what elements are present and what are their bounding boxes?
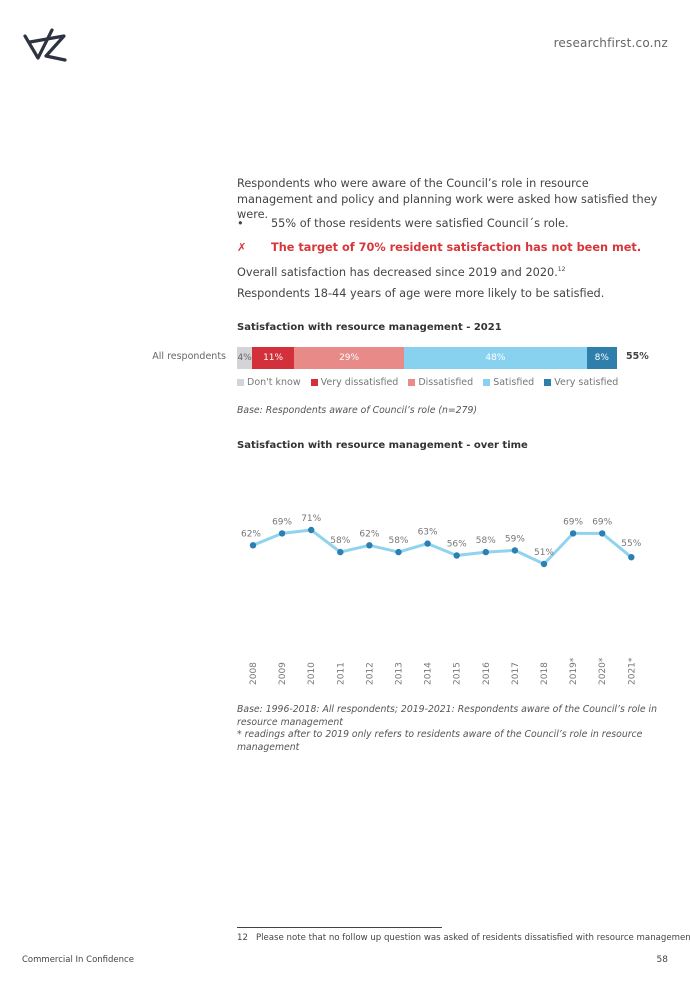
site-url: researchfirst.co.nz xyxy=(553,36,668,50)
data-label: 63% xyxy=(418,528,438,538)
data-point xyxy=(599,530,606,537)
data-label: 69% xyxy=(563,517,583,527)
data-label: 59% xyxy=(505,534,525,544)
x-tick-label: 2009 xyxy=(278,662,288,685)
legend-swatch xyxy=(237,379,244,386)
data-point xyxy=(569,530,577,537)
line-chart: 62% 2008 69% 2009 71% 2010 58% 2011 62% 2012 58% 20… xyxy=(241,514,642,685)
bar-segment-very-satisfied: 8% xyxy=(586,347,617,369)
stacked-bar: 4% 11% 29% 48% 8% xyxy=(237,347,617,369)
line-chart-base-note: Base: 1996-2018: All respondents; 2019-2… xyxy=(237,704,658,728)
data-point xyxy=(628,554,635,561)
data-point xyxy=(337,548,344,556)
bar-segment-dissatisfied: 29% xyxy=(294,347,405,369)
bar-legend: Don't know Very dissatisfied Dissatisfied S… xyxy=(237,377,657,388)
data-point xyxy=(308,526,315,534)
legend-swatch xyxy=(310,379,318,386)
footnote: 12 Please note that no follow up question… xyxy=(237,933,690,943)
legend-item: Very dissatisfied xyxy=(310,377,399,388)
overall-paragraph: Overall satisfaction has decreased since… xyxy=(237,262,667,280)
data-label: 58% xyxy=(476,536,496,546)
bar-segment-very-dissatisfied: 11% xyxy=(252,347,294,369)
legend-item: Don't know xyxy=(237,377,301,388)
line-chart-title: Satisfaction with resource management - … xyxy=(237,440,528,451)
footnote-text: Please note that no follow up question w… xyxy=(255,933,690,943)
data-point xyxy=(424,540,431,547)
bar-segment-satisfied: 48% xyxy=(404,347,587,369)
data-point xyxy=(249,542,257,549)
legend-item: Satisfied xyxy=(483,377,534,388)
x-tick-label: 2018 xyxy=(540,662,550,685)
x-tick-label: 2011 xyxy=(336,662,346,685)
x-tick-label: 2015 xyxy=(453,662,463,685)
data-point xyxy=(482,548,489,556)
line-chart-asterisk-note: * readings after to 2019 only refers to … xyxy=(237,729,643,753)
data-label: 51% xyxy=(534,548,554,558)
line-chart-notes: Base: 1996-2018: All respondents; 2019-2… xyxy=(237,704,657,754)
bar-segment-don-t-know: 4% xyxy=(237,347,253,369)
x-tick-label: 2014 xyxy=(424,662,434,685)
legend-label: Satisfied xyxy=(493,377,535,388)
data-point xyxy=(395,548,402,556)
data-point xyxy=(366,542,373,549)
series-line xyxy=(252,528,633,566)
data-label: 58% xyxy=(388,536,408,546)
data-label: 58% xyxy=(330,536,350,546)
data-label: 69% xyxy=(272,517,292,527)
data-label: 56% xyxy=(447,540,467,550)
legend-item: Very satisfied xyxy=(544,377,618,388)
age-paragraph: Respondents 18-44 years of age were more… xyxy=(237,287,605,300)
footnote-number: 12 xyxy=(237,933,248,943)
legend-swatch xyxy=(544,379,552,386)
confidentiality-label: Commercial In Confidence xyxy=(22,955,134,965)
bullet-text: 55% of those residents were satisfied Co… xyxy=(271,217,569,230)
legend-label: Very satisfied xyxy=(554,377,619,388)
x-tick-label: 2017 xyxy=(511,662,521,685)
bar-chart-base-note: Base: Respondents aware of Council’s rol… xyxy=(237,405,478,416)
x-tick-label: 2012 xyxy=(365,662,375,685)
data-point xyxy=(278,530,286,537)
overall-text: Overall satisfaction has decreased since… xyxy=(237,265,558,279)
satisfied-total-label: 55% xyxy=(626,351,649,362)
research-first-logo xyxy=(23,28,67,62)
x-tick-label: 2016 xyxy=(482,662,492,685)
x-tick-label: 2020* xyxy=(598,657,608,685)
x-tick-label: 2021* xyxy=(627,657,637,685)
data-label: 55% xyxy=(621,539,641,549)
legend-label: Don't know xyxy=(247,377,301,388)
x-tick-label: 2019* xyxy=(569,657,579,685)
x-tick-label: 2013 xyxy=(395,662,405,685)
intro-paragraph: Respondents who were aware of the Counci… xyxy=(237,177,658,221)
x-tick-label: 2010 xyxy=(307,662,317,685)
legend-swatch xyxy=(483,379,491,386)
data-label: 71% xyxy=(301,514,321,524)
legend-item: Dissatisfied xyxy=(408,377,473,388)
data-label: 62% xyxy=(359,529,379,539)
data-point xyxy=(540,560,548,568)
cross-icon: ✗ xyxy=(237,241,247,254)
legend-label: Dissatisfied xyxy=(418,377,474,388)
target-text: The target of 70% resident satisfaction … xyxy=(271,241,642,254)
footnote-divider xyxy=(237,927,442,928)
bar-chart-title: Satisfaction with resource management - … xyxy=(237,322,502,333)
page-number: 58 xyxy=(656,955,668,965)
bar-category-label: All respondents xyxy=(152,351,226,362)
data-label: 62% xyxy=(241,529,261,539)
bullet-marker: • xyxy=(237,217,244,230)
data-point xyxy=(511,547,519,554)
data-point xyxy=(453,552,460,559)
x-tick-label: 2008 xyxy=(249,662,259,685)
footnote-reference: 12 xyxy=(557,266,566,273)
legend-label: Very dissatisfied xyxy=(320,377,399,388)
data-label: 69% xyxy=(592,517,612,527)
legend-swatch xyxy=(408,379,416,386)
